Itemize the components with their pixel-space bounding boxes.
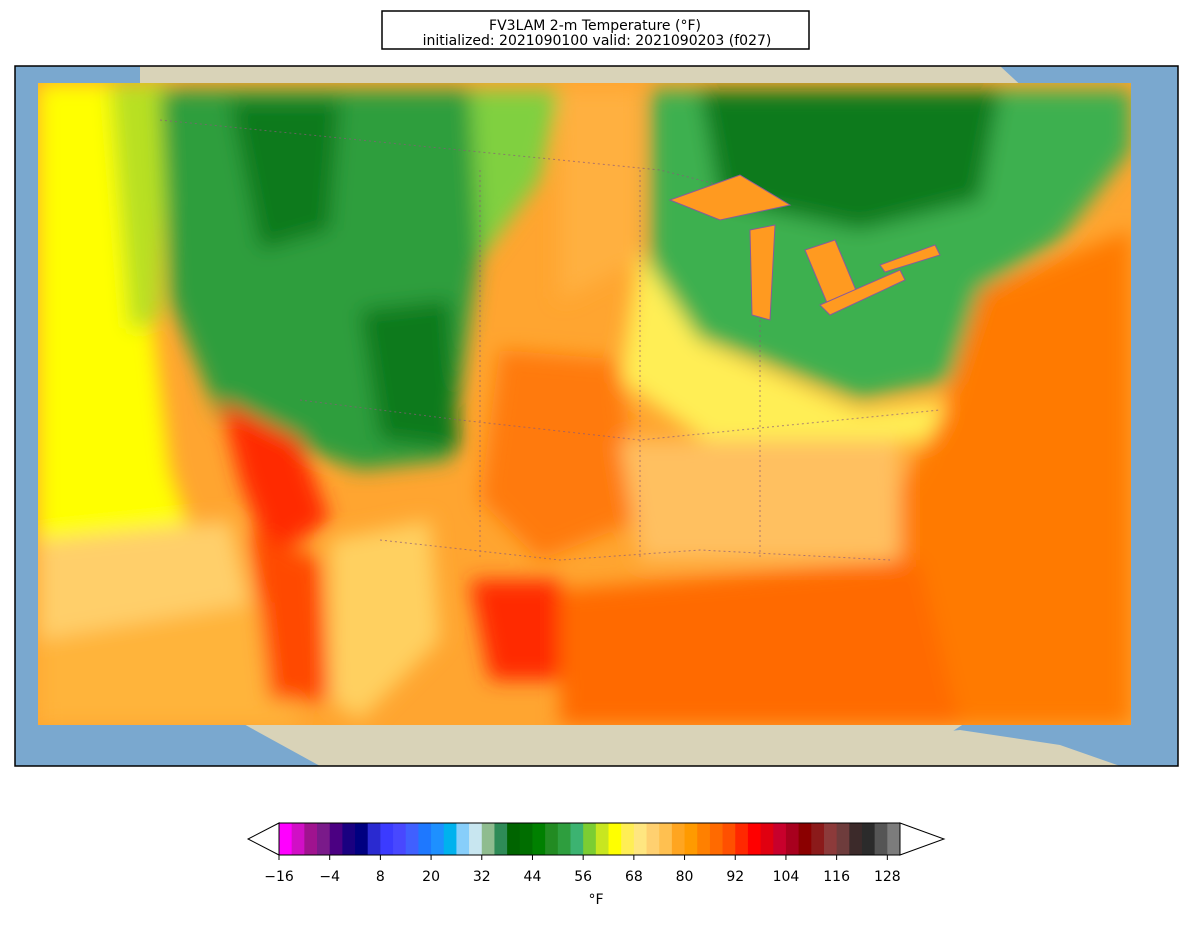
title-line: initialized: 2021090100 valid: 202109020… (423, 33, 772, 49)
colorbar-tick-label: 92 (726, 869, 744, 885)
colorbar-tick-label: −16 (264, 869, 294, 885)
colorbar-segment (329, 823, 343, 855)
colorbar-segment (646, 823, 660, 855)
colorbar-segment (507, 823, 521, 855)
colorbar-segment (519, 823, 533, 855)
colorbar-segment (608, 823, 622, 855)
map (14, 65, 1179, 767)
colorbar-segment (823, 823, 838, 855)
colorbar-segment (735, 823, 749, 855)
colorbar-segment (722, 823, 736, 855)
colorbar-segment (671, 823, 686, 855)
colorbar-outline (278, 822, 901, 856)
land (860, 730, 1120, 766)
colorbar-segment (494, 823, 508, 855)
colorbar-segment (785, 823, 800, 855)
colorbar-segment (355, 823, 369, 855)
colorbar-segment (291, 823, 305, 855)
colorbar-segment (861, 823, 876, 855)
map-frame (14, 65, 1179, 767)
colorbar-segment (418, 823, 432, 855)
colorbar-segment (583, 823, 597, 855)
colorbar-segment (405, 823, 419, 855)
colorbar-segment (595, 823, 610, 855)
colorbar-segment (342, 823, 356, 855)
colorbar-segment (431, 823, 445, 855)
colorbar-tick-label: 8 (376, 869, 385, 885)
colorbar-segment (760, 823, 774, 855)
colorbar-segment (836, 823, 850, 855)
colorbar-tick-label: 128 (874, 869, 901, 885)
colorbar-segment (798, 823, 812, 855)
colorbar-segment (317, 823, 331, 855)
colorbar-extend-min (246, 822, 280, 856)
title-line: FV3LAM 2-m Temperature (°F) (489, 18, 701, 34)
colorbar-segment (849, 823, 863, 855)
colorbar-segment (887, 823, 901, 855)
colorbar-segment (456, 823, 470, 855)
colorbar-tick-label: 20 (422, 869, 440, 885)
colorbar-segment (621, 823, 635, 855)
colorbar-segment (380, 823, 394, 855)
colorbar-tick-label: 68 (625, 869, 643, 885)
title-box (381, 10, 810, 50)
colorbar-segment (393, 823, 407, 855)
colorbar-segment (773, 823, 787, 855)
colorbar-segment (279, 823, 293, 855)
colorbar-tick-label: 80 (676, 869, 694, 885)
colorbar-segment (709, 823, 724, 855)
colorbar-tick-label: 44 (524, 869, 542, 885)
colorbar-tick-label: 56 (574, 869, 592, 885)
colorbar-segment (811, 823, 825, 855)
colorbar-tick-label: 116 (823, 869, 850, 885)
colorbar-tick-label: 104 (773, 869, 800, 885)
colorbar-label: °F (588, 892, 603, 908)
colorbar-segment (697, 823, 711, 855)
colorbar-segment (747, 823, 762, 855)
colorbar-segment (633, 823, 648, 855)
colorbar-segment (469, 823, 483, 855)
colorbar-segment (443, 823, 457, 855)
colorbar-segment (874, 823, 888, 855)
colorbar-segment (570, 823, 584, 855)
colorbar-segment (659, 823, 673, 855)
colorbar-tick-label: 32 (473, 869, 491, 885)
colorbar-tick-label: −4 (319, 869, 340, 885)
colorbar-segment (481, 823, 495, 855)
temperature-field (38, 83, 1131, 725)
colorbar-segment (367, 823, 381, 855)
colorbar: −16 −4 8 20 32 44 56 68 80 92 104 116 128 (246, 822, 946, 885)
colorbar-segment (532, 823, 546, 855)
colorbar-segment (545, 823, 559, 855)
colorbar-segment (304, 823, 318, 855)
colorbar-segment (557, 823, 571, 855)
colorbar-segment (684, 823, 698, 855)
colorbar-extend-max (899, 822, 946, 856)
